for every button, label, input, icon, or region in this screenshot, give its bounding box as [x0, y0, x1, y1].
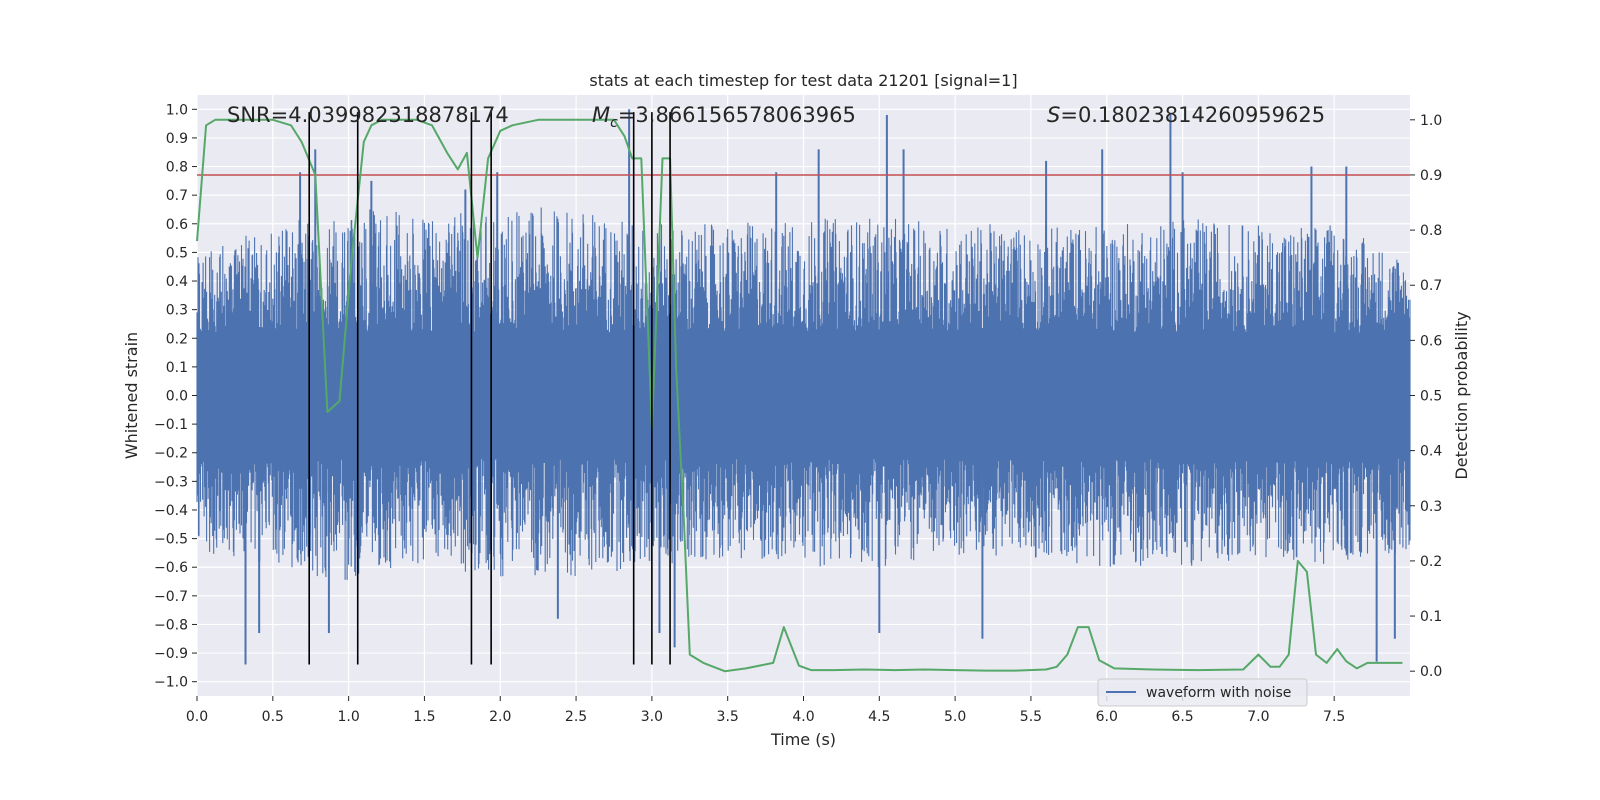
vertical-markers — [308, 112, 671, 665]
y-tick-label: 1.0 — [166, 102, 188, 118]
y2-tick-label: 0.4 — [1420, 444, 1442, 460]
y2-tick-label: 0.5 — [1420, 389, 1442, 405]
y-tick-label: 0.8 — [166, 160, 188, 176]
x-tick-label: 1.0 — [337, 709, 359, 725]
x-tick-label: 3.5 — [717, 709, 739, 725]
y-tick-label: 0.4 — [166, 274, 188, 290]
x-tick-label: 4.0 — [792, 709, 814, 725]
y-tick-label: −0.2 — [154, 446, 188, 462]
x-tick-label: 1.5 — [413, 709, 435, 725]
y-tick-label: −0.1 — [154, 417, 188, 433]
s-symbol: S — [1047, 103, 1060, 127]
y-tick-label: 0.5 — [166, 245, 188, 261]
x-tick-label: 0.5 — [262, 709, 284, 725]
legend-box — [1097, 678, 1308, 707]
x-tick-label: 5.5 — [1020, 709, 1042, 725]
y2-tick-label: 0.8 — [1420, 223, 1442, 239]
y-tick-label: 0.0 — [166, 389, 188, 405]
y2-axis-label: Detection probability — [1452, 311, 1471, 479]
legend: waveform with noise — [1097, 678, 1308, 707]
y2-tick-label: 0.2 — [1420, 554, 1442, 570]
y-tick-label: −0.5 — [154, 532, 188, 548]
y-tick-label: 0.3 — [166, 303, 188, 319]
s-annotation: S=0.18023814260959625 — [1047, 103, 1325, 127]
y-tick-label: 0.7 — [166, 188, 188, 204]
y2-tick-label: 0.7 — [1420, 278, 1442, 294]
chirp-mass-subscript: c — [610, 115, 618, 131]
chart-title: stats at each timestep for test data 212… — [589, 71, 1017, 90]
x-tick-label: 4.5 — [868, 709, 890, 725]
snr-annotation: SNR=4.039982318878174 — [227, 103, 509, 127]
y2-tick-label: 0.9 — [1420, 168, 1442, 184]
waveform-series — [196, 109, 1411, 665]
axes: 0.0 0.5 1.0 1.5 2.0 2.5 3.0 3.5 4.0 4.5 5.0 5.5 6.0 6… — [154, 102, 1442, 725]
legend-label-waveform: waveform with noise — [1146, 685, 1291, 701]
y2-tick-label: 0.0 — [1420, 664, 1442, 680]
y-tick-label: −0.7 — [154, 589, 188, 605]
x-tick-label: 6.0 — [1096, 709, 1118, 725]
probability-line — [196, 118, 1403, 673]
x-tick-label: 2.5 — [565, 709, 587, 725]
probability-series — [196, 118, 1403, 673]
x-tick-label: 3.0 — [641, 709, 663, 725]
y-tick-label: −0.6 — [154, 560, 188, 576]
x-axis-label: Time (s) — [770, 730, 836, 749]
y-tick-label: 0.2 — [166, 331, 188, 347]
y-tick-label: 0.1 — [166, 360, 188, 376]
y-tick-label: −0.8 — [154, 617, 188, 633]
y2-tick-label: 0.6 — [1420, 333, 1442, 349]
y-tick-label: 0.6 — [166, 217, 188, 233]
x-tick-label: 5.0 — [944, 709, 966, 725]
y-tick-label: −1.0 — [154, 675, 188, 691]
y2-tick-label: 0.3 — [1420, 499, 1442, 515]
x-tick-label: 7.5 — [1323, 709, 1345, 725]
chirp-mass-annotation: Mc=3.866156578063965 — [592, 103, 856, 131]
y2-tick-label: 0.1 — [1420, 609, 1442, 625]
y-tick-label: 0.9 — [166, 131, 188, 147]
waveform-noise-trace — [196, 207, 1411, 580]
y-tick-label: −0.9 — [154, 646, 188, 662]
x-tick-label: 0.0 — [186, 709, 208, 725]
chirp-mass-value: =3.866156578063965 — [618, 103, 856, 127]
chirp-mass-symbol: M — [592, 103, 610, 127]
x-tick-label: 2.0 — [489, 709, 511, 725]
y2-tick-label: 1.0 — [1420, 113, 1442, 129]
y-tick-label: −0.4 — [154, 503, 188, 519]
y-tick-label: −0.3 — [154, 474, 188, 490]
y-axis-label: Whitened strain — [122, 332, 141, 459]
x-tick-label: 6.5 — [1171, 709, 1193, 725]
x-tick-label: 7.0 — [1247, 709, 1269, 725]
s-value: =0.18023814260959625 — [1060, 103, 1325, 127]
